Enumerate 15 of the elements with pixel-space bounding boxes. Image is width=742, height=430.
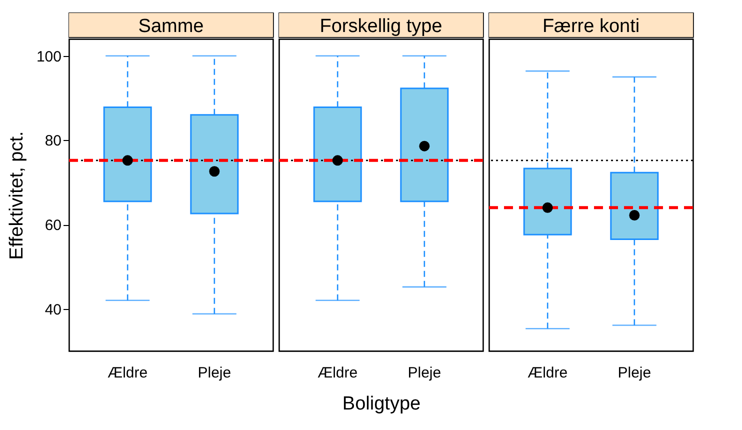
chart-title: Samme — [138, 16, 204, 37]
x-axis-title: Boligtype — [342, 394, 421, 414]
x-tick-label: Pleje — [408, 364, 442, 382]
y-tick-label: 80 — [44, 132, 62, 150]
x-tick-label: Pleje — [198, 364, 232, 382]
y-tick-label: 60 — [44, 217, 62, 234]
x-tick-label: Ældre — [318, 364, 358, 382]
x-tick-label: Pleje — [618, 364, 652, 382]
y-tick-label: 100 — [36, 48, 62, 66]
y-tick-label: 40 — [44, 301, 62, 318]
chart-title: Forskellig type — [320, 16, 442, 37]
chart-title: Færre konti — [542, 16, 640, 37]
y-axis-title: Effektivitet, pct. — [6, 131, 28, 260]
x-tick-label: Ældre — [108, 364, 148, 382]
x-tick-label: Ældre — [528, 364, 568, 382]
